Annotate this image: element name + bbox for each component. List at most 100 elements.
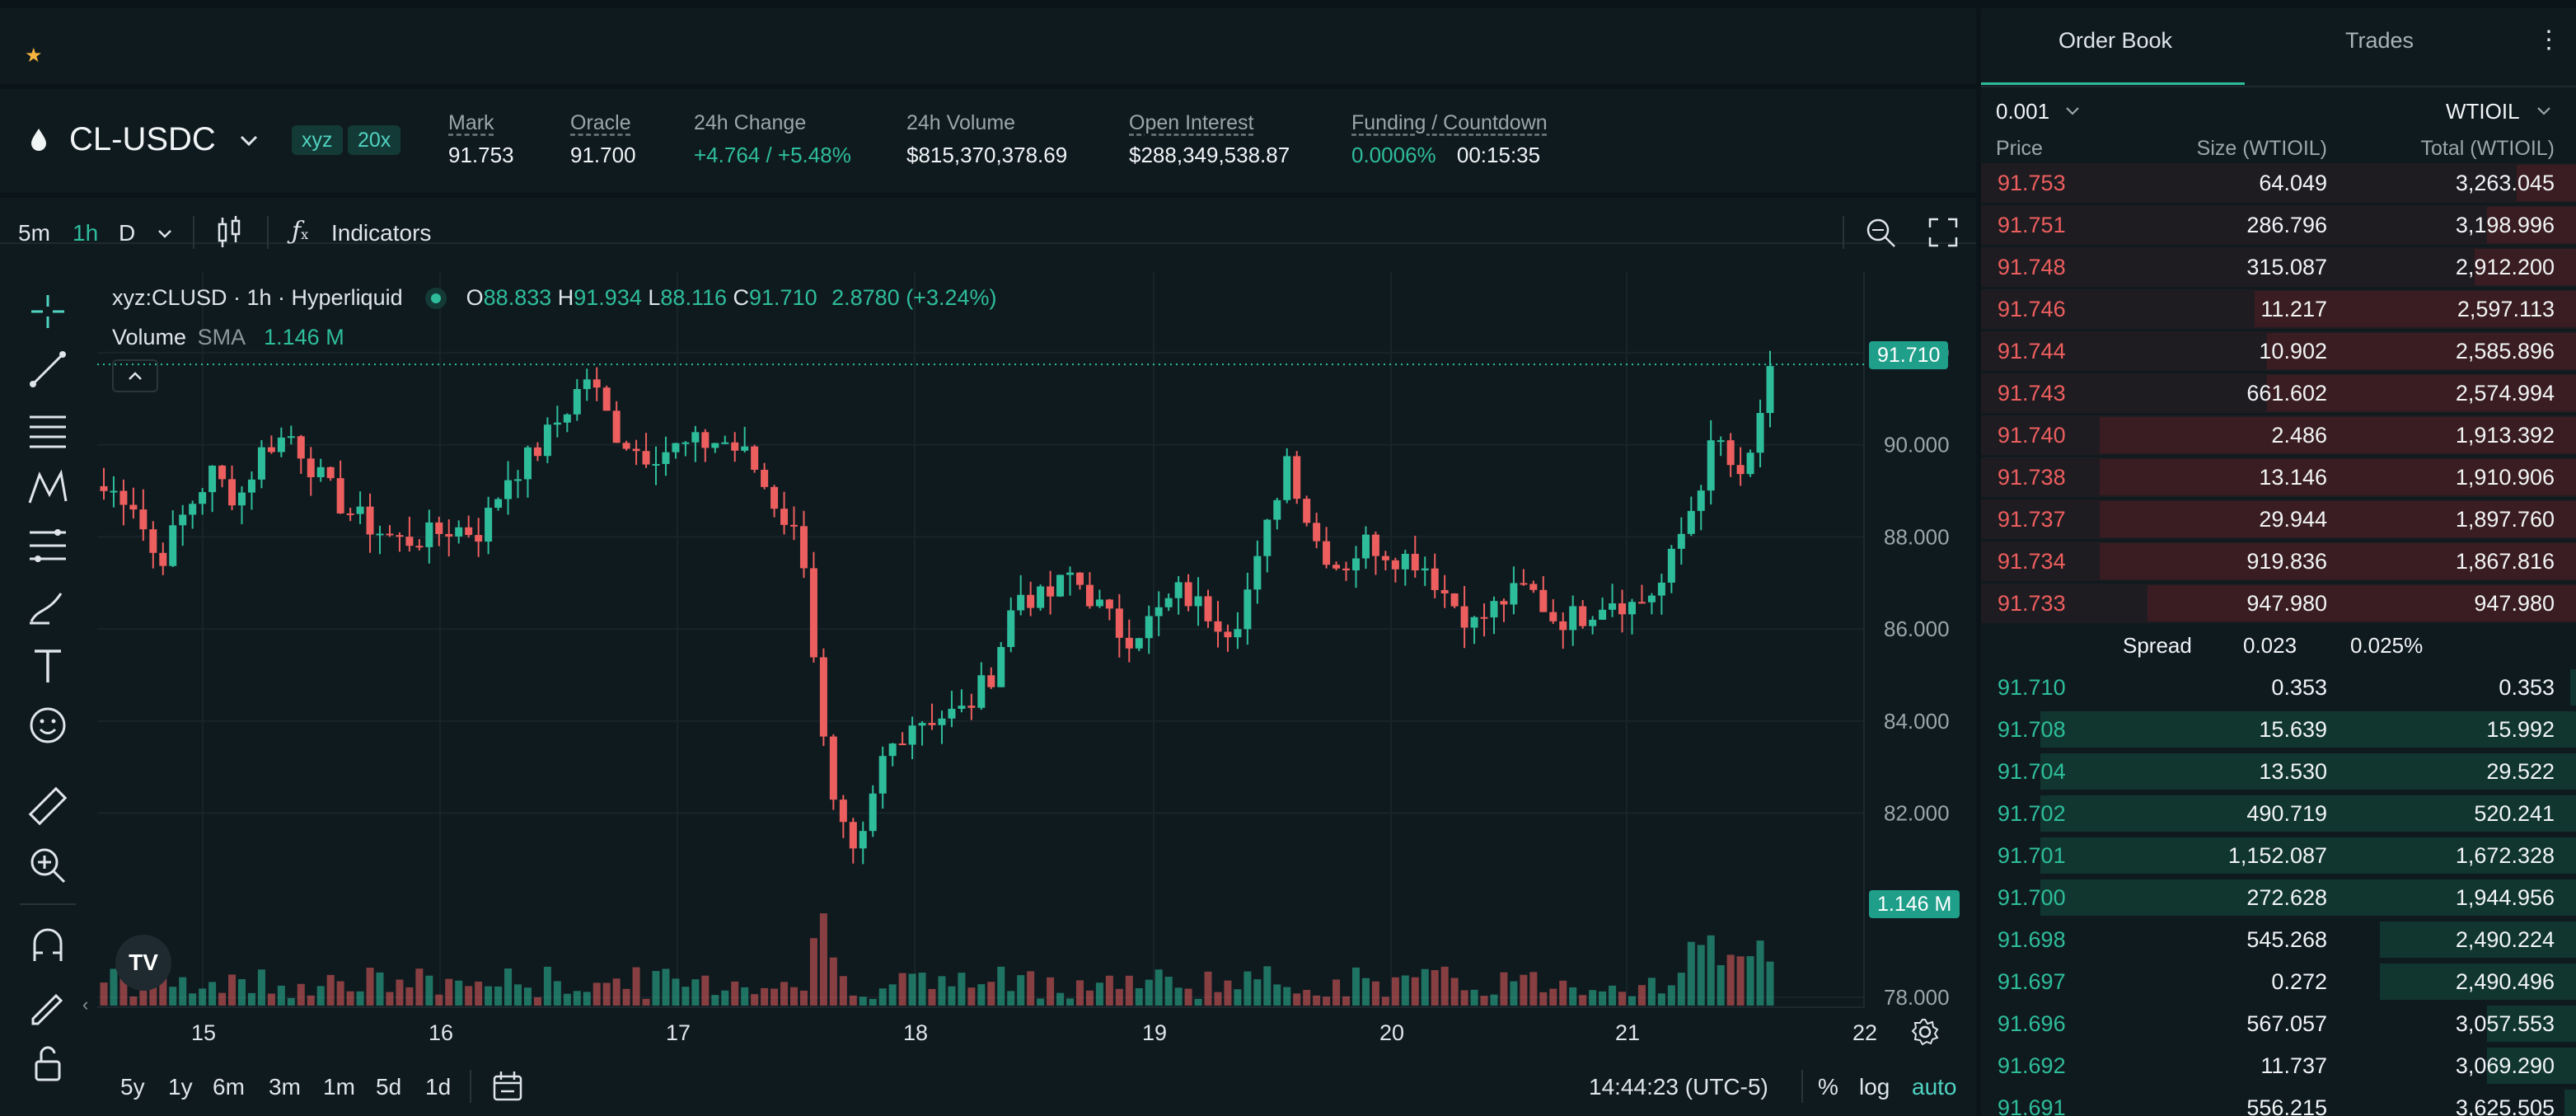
horizontal-lines-icon[interactable]	[25, 407, 71, 453]
crosshair-icon[interactable]	[25, 288, 71, 335]
range-1d[interactable]: 1d	[425, 1074, 452, 1100]
range-1m[interactable]: 1m	[323, 1074, 355, 1100]
row-price: 91.737	[1998, 507, 2066, 532]
price-chart[interactable]: 92.00090.00088.00086.00084.00082.00078.0…	[0, 0, 1976, 1116]
leverage-badge[interactable]: 20x	[348, 125, 401, 155]
unit-select[interactable]: WTIOIL	[2446, 97, 2551, 125]
pattern-icon[interactable]	[25, 465, 71, 511]
ask-row[interactable]: 91.733 947.980 947.980	[1981, 584, 2576, 623]
emoji-icon[interactable]	[25, 702, 71, 748]
interval-d[interactable]: D	[119, 220, 136, 246]
spread-pct: 0.025%	[2350, 633, 2424, 658]
ask-row[interactable]: 91.748 315.087 2,912.200	[1981, 247, 2576, 287]
candle-body	[149, 529, 157, 553]
ask-row[interactable]: 91.737 29.944 1,897.760	[1981, 499, 2576, 539]
candle-body	[1273, 499, 1281, 520]
bid-row[interactable]: 91.701 1,152.087 1,672.328	[1981, 836, 2576, 875]
row-size: 947.980	[2246, 591, 2327, 616]
chevron-down-icon[interactable]	[237, 129, 260, 152]
range-6m[interactable]: 6m	[213, 1074, 245, 1100]
depth-bar	[2100, 501, 2576, 537]
bid-row[interactable]: 91.696 567.057 3,057.553	[1981, 1004, 2576, 1043]
candle-body	[928, 723, 936, 725]
brush-icon[interactable]	[25, 584, 71, 630]
ask-row[interactable]: 91.746 11.217 2,597.113	[1981, 289, 2576, 329]
magnet-icon[interactable]	[25, 923, 71, 969]
ruler-icon[interactable]	[25, 783, 71, 829]
tick-size-select[interactable]: 0.001	[1996, 97, 2080, 125]
collapse-legend-button[interactable]	[112, 359, 158, 392]
chart-panel	[0, 198, 1976, 1116]
ask-row[interactable]: 91.734 919.836 1,867.816	[1981, 542, 2576, 581]
candle-body	[139, 509, 148, 530]
bid-row[interactable]: 91.704 13.530 29.522	[1981, 752, 2576, 791]
percent-toggle[interactable]: %	[1818, 1074, 1838, 1100]
fullscreen-icon[interactable]	[1928, 218, 1958, 247]
volume-bar	[1579, 995, 1587, 1006]
candle-body	[316, 467, 325, 477]
volume-bar	[1609, 985, 1617, 1006]
zoom-in-icon[interactable]	[25, 842, 71, 889]
bid-row[interactable]: 91.702 490.719 520.241	[1981, 794, 2576, 833]
volume-bar	[1017, 975, 1025, 1006]
legend-c-label: C	[733, 285, 750, 310]
bid-row[interactable]: 91.710 0.353 0.353	[1981, 668, 2576, 707]
function-icon[interactable]: ƒx	[292, 217, 309, 246]
trend-line-icon[interactable]	[25, 346, 71, 392]
calendar-icon[interactable]	[491, 1070, 524, 1103]
volume-bar	[898, 973, 906, 1006]
bid-row[interactable]: 91.700 272.628 1,944.956	[1981, 878, 2576, 917]
legend-change: 2.8780 (+3.24%)	[831, 285, 997, 310]
row-size: 556.215	[2246, 1095, 2327, 1116]
scroll-left-icon[interactable]: ‹	[82, 994, 89, 1015]
indicators-button[interactable]: Indicators	[331, 220, 432, 246]
pencil-lock-icon[interactable]	[25, 982, 71, 1029]
ask-row[interactable]: 91.744 10.902 2,585.896	[1981, 331, 2576, 371]
text-icon[interactable]	[25, 643, 71, 689]
range-5y[interactable]: 5y	[120, 1074, 145, 1100]
range-1y[interactable]: 1y	[168, 1074, 193, 1100]
depth-bar	[2040, 879, 2576, 916]
col-header-price: Price	[1996, 137, 2043, 160]
candle-body	[622, 443, 630, 449]
ask-row[interactable]: 91.738 13.146 1,910.906	[1981, 457, 2576, 497]
bid-row[interactable]: 91.692 11.737 3,069.290	[1981, 1046, 2576, 1086]
bid-row[interactable]: 91.691 556.215 3,625.505	[1981, 1088, 2576, 1116]
range-3m[interactable]: 3m	[269, 1074, 301, 1100]
candle-body	[1174, 582, 1183, 598]
tab-order-book[interactable]: Order Book	[2058, 28, 2173, 53]
candles-icon[interactable]	[216, 216, 242, 249]
row-size: 1,152.087	[2227, 843, 2327, 868]
zoom-search-icon[interactable]	[1864, 216, 1897, 249]
log-toggle[interactable]: log	[1859, 1074, 1890, 1100]
candle-body	[1145, 616, 1153, 639]
ask-row[interactable]: 91.751 286.796 3,198.996	[1981, 205, 2576, 245]
bid-row[interactable]: 91.698 545.268 2,490.224	[1981, 920, 2576, 959]
interval-1h[interactable]: 1h	[73, 220, 99, 246]
star-icon[interactable]: ★	[25, 45, 43, 67]
auto-toggle[interactable]: auto	[1912, 1074, 1957, 1100]
more-vert-icon[interactable]: ⋮	[2536, 26, 2561, 54]
ask-row[interactable]: 91.740 2.486 1,913.392	[1981, 415, 2576, 455]
lock-icon[interactable]	[25, 1040, 71, 1086]
row-price: 91.746	[1998, 297, 2066, 321]
depth-bar	[2040, 753, 2576, 790]
fib-retracement-icon[interactable]	[25, 524, 71, 570]
tradingview-logo-icon[interactable]: TV	[115, 935, 171, 991]
ask-row[interactable]: 91.753 64.049 3,263.045	[1981, 163, 2576, 203]
candle-body	[396, 535, 404, 537]
settings-gear-icon[interactable]	[1910, 1017, 1940, 1047]
volume-bar	[612, 978, 621, 1006]
volume-bar	[1323, 996, 1331, 1006]
row-size: 490.719	[2246, 801, 2327, 826]
ask-row[interactable]: 91.743 661.602 2,574.994	[1981, 373, 2576, 413]
interval-5m[interactable]: 5m	[18, 220, 50, 246]
tab-trades[interactable]: Trades	[2345, 28, 2414, 53]
bid-row[interactable]: 91.708 15.639 15.992	[1981, 710, 2576, 749]
symbol-name[interactable]: CL-USDC	[69, 121, 216, 157]
range-5d[interactable]: 5d	[376, 1074, 402, 1100]
bid-row[interactable]: 91.697 0.272 2,490.496	[1981, 962, 2576, 1001]
volume-bar	[1273, 984, 1281, 1006]
volume-bar	[592, 982, 601, 1006]
chevron-down-icon[interactable]	[157, 226, 173, 242]
